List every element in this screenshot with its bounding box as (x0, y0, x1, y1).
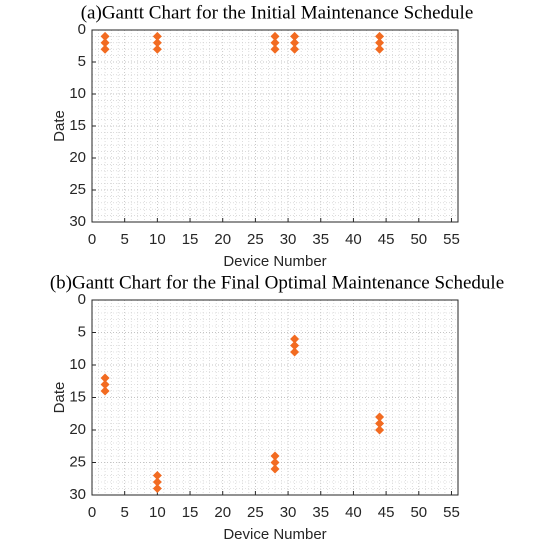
marker (290, 347, 300, 357)
marker (100, 31, 110, 41)
y-tick-label: 5 (78, 323, 86, 340)
marker (270, 451, 280, 461)
marker (152, 471, 162, 480)
y-tick-label: 30 (69, 213, 86, 230)
marker (290, 334, 300, 344)
x-axis-label: Device Number (223, 253, 326, 270)
y-tick-label: 0 (78, 21, 86, 38)
chart-title: (a)Gantt Chart for the Initial Maintenan… (81, 2, 474, 23)
x-axis-label: Device Number (223, 526, 326, 543)
y-tick-label: 25 (69, 453, 86, 470)
y-tick-label: 15 (69, 388, 86, 405)
y-tick-label: 0 (78, 291, 86, 308)
y-tick-label: 15 (69, 117, 86, 134)
marker (100, 38, 110, 48)
x-tick-label: 40 (345, 231, 362, 248)
marker (270, 31, 280, 41)
x-tick-label: 0 (88, 231, 96, 248)
y-tick-label: 20 (69, 149, 86, 166)
x-tick-label: 25 (247, 231, 264, 248)
marker (270, 458, 280, 467)
marker (270, 464, 280, 474)
x-tick-label: 55 (443, 231, 460, 248)
x-tick-label: 5 (121, 504, 129, 521)
marker (100, 380, 110, 389)
marker (152, 477, 162, 487)
x-tick-label: 20 (214, 231, 231, 248)
marker (270, 44, 280, 54)
x-tick-label: 25 (247, 504, 264, 521)
axes-box (91, 299, 459, 496)
marker (100, 44, 110, 54)
x-tick-label: 50 (410, 231, 427, 248)
marker (290, 341, 300, 350)
marker (270, 38, 280, 48)
x-tick-label: 35 (312, 231, 329, 248)
y-axis-label: Date (51, 110, 68, 142)
x-tick-label: 45 (378, 504, 395, 521)
marker (290, 31, 300, 41)
marker (152, 31, 162, 41)
y-tick-label: 20 (69, 421, 86, 438)
y-tick-label: 5 (78, 53, 86, 70)
x-tick-label: 40 (345, 504, 362, 521)
x-tick-label: 35 (312, 504, 329, 521)
y-tick-label: 10 (69, 85, 86, 102)
x-tick-label: 10 (149, 231, 166, 248)
marker (290, 38, 300, 48)
marker (100, 373, 110, 383)
x-tick-label: 10 (149, 504, 166, 521)
marker (375, 31, 385, 41)
x-tick-label: 30 (280, 504, 297, 521)
x-tick-label: 20 (214, 504, 231, 521)
x-tick-label: 55 (443, 504, 460, 521)
y-tick-label: 30 (69, 486, 86, 503)
y-axis-label: Date (51, 382, 68, 414)
x-tick-label: 15 (182, 504, 199, 521)
marker (152, 484, 162, 493)
x-tick-label: 45 (378, 231, 395, 248)
chart-title: (b)Gantt Chart for the Final Optimal Mai… (50, 272, 504, 293)
x-tick-label: 15 (182, 231, 199, 248)
y-tick-label: 25 (69, 181, 86, 198)
x-tick-label: 30 (280, 231, 297, 248)
x-tick-label: 50 (410, 504, 427, 521)
marker (375, 44, 385, 54)
y-tick-label: 10 (69, 356, 86, 373)
marker (100, 386, 110, 396)
marker (375, 38, 385, 48)
marker (152, 38, 162, 48)
marker (375, 412, 385, 422)
x-tick-label: 5 (121, 231, 129, 248)
marker (152, 44, 162, 54)
marker (375, 425, 385, 435)
marker (375, 419, 385, 428)
marker (290, 44, 300, 54)
axes-box (91, 29, 459, 223)
x-tick-label: 0 (88, 504, 96, 521)
